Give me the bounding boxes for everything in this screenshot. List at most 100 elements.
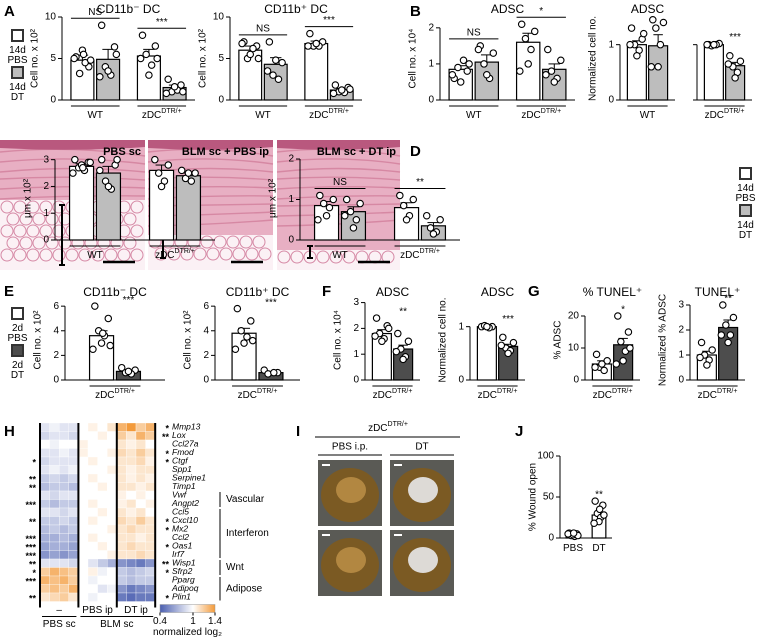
data-point xyxy=(243,333,251,341)
data-point xyxy=(454,63,462,72)
heatmap-cell xyxy=(49,439,60,449)
group-name: PBS xyxy=(563,543,583,554)
y-axis-label: μm x 10² xyxy=(268,178,279,218)
data-point xyxy=(104,182,113,191)
data-point xyxy=(590,519,598,527)
heatmap-cell xyxy=(59,575,69,585)
data-point xyxy=(96,73,104,81)
heatmap-cell xyxy=(126,516,137,526)
collagen-fiber xyxy=(276,186,401,190)
heatmap-cell xyxy=(39,550,50,560)
group-name: zDC xyxy=(478,390,497,401)
heatmap-cell xyxy=(39,592,50,602)
heatmap-cell xyxy=(87,516,98,526)
y-tick-label: 50 xyxy=(543,492,555,503)
heatmap-cell xyxy=(78,448,89,458)
heatmap-cell xyxy=(59,439,69,449)
heatmap-cell xyxy=(68,558,79,568)
group-label: zDCDTR/+ xyxy=(521,108,561,121)
group-label: WT xyxy=(255,110,271,121)
data-point xyxy=(426,224,435,232)
heatmap-cell xyxy=(116,533,127,543)
heatmap-cell xyxy=(107,465,117,475)
y-tick-label: 10 xyxy=(213,12,225,23)
group-sup: DTR/+ xyxy=(420,248,440,255)
y-tick-label: 2 xyxy=(678,325,684,336)
legend-line: DT xyxy=(11,92,24,103)
heatmap-cell xyxy=(135,524,146,534)
colorbar-tick-label: 1 xyxy=(190,616,196,627)
data-point xyxy=(483,322,491,331)
data-point xyxy=(187,177,196,185)
fat-cell xyxy=(45,236,59,250)
data-point xyxy=(91,302,99,310)
heatmap-cell xyxy=(39,533,50,543)
heatmap-cell xyxy=(116,490,127,500)
data-point xyxy=(170,82,179,91)
heatmap-cell xyxy=(107,516,117,526)
left-star: * xyxy=(32,568,36,578)
group-sup: DTR/+ xyxy=(161,108,181,115)
group-name: zDC xyxy=(95,390,114,401)
heatmap-cell xyxy=(78,516,89,526)
group-name: WT xyxy=(87,110,103,121)
heatmap-cell xyxy=(59,490,69,500)
data-point xyxy=(497,341,506,350)
heatmap-cell xyxy=(87,439,98,449)
data-point xyxy=(639,29,648,38)
heatmap-cell xyxy=(107,507,117,517)
fat-cell xyxy=(13,248,27,262)
y-tick-label: 1 xyxy=(458,321,464,332)
legend-label: 14d PBS xyxy=(735,183,755,204)
data-point xyxy=(269,71,277,79)
sig-label: *** xyxy=(502,314,514,325)
heatmap-cell xyxy=(107,490,117,500)
heatmap-cell xyxy=(59,592,69,602)
group-name: zDC xyxy=(238,390,257,401)
heatmap-cell xyxy=(126,456,137,466)
heatmap-cell xyxy=(116,592,127,602)
data-point xyxy=(106,341,114,350)
data-point xyxy=(312,39,321,48)
thickness-bar xyxy=(307,245,313,259)
heatmap-cell xyxy=(68,584,79,594)
y-axis-label: Cell no. x 10² xyxy=(198,28,209,88)
image-title: zDCDTR/+ xyxy=(368,421,408,434)
heatmap-cell xyxy=(78,422,89,432)
data-point xyxy=(124,367,133,376)
heatmap-cell xyxy=(135,541,146,551)
heatmap-cell xyxy=(97,490,108,500)
data-point xyxy=(459,56,468,65)
data-point xyxy=(306,29,314,38)
heatmap-cell xyxy=(135,516,146,526)
data-point xyxy=(719,301,727,309)
data-point xyxy=(409,195,418,204)
heatmap-cell xyxy=(107,567,117,577)
heatmap-cell xyxy=(97,482,108,492)
data-point xyxy=(322,211,331,220)
data-point xyxy=(717,331,726,339)
heatmap-cell xyxy=(39,431,50,441)
heatmap-cell xyxy=(59,465,69,475)
module-label: Adipose xyxy=(226,583,263,594)
heatmap-cell xyxy=(87,422,98,432)
data-point xyxy=(113,155,121,164)
data-point xyxy=(483,70,491,79)
fat-cell xyxy=(52,248,66,262)
heatmap-cell xyxy=(107,431,117,441)
legend-label: 2d PBS xyxy=(7,323,27,344)
data-point xyxy=(595,505,604,514)
heatmap-cell xyxy=(107,499,117,509)
heatmap-cell xyxy=(49,533,60,543)
y-axis-label: Cell no. x 10⁴ xyxy=(408,29,419,89)
heatmap-cell xyxy=(78,567,89,577)
group-name: WT xyxy=(332,250,348,261)
group-label: DT xyxy=(592,543,605,554)
y-tick-label: 2 xyxy=(53,350,59,361)
data-point xyxy=(331,81,340,89)
sig-label: ** xyxy=(595,490,603,501)
data-point xyxy=(352,216,361,224)
data-point xyxy=(617,337,625,346)
data-point xyxy=(722,321,730,329)
